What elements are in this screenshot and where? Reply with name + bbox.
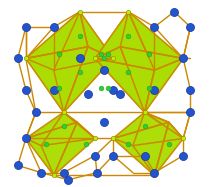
Polygon shape xyxy=(113,112,169,138)
Polygon shape xyxy=(144,59,183,112)
Polygon shape xyxy=(144,112,183,138)
Polygon shape xyxy=(113,138,154,175)
Polygon shape xyxy=(113,122,169,175)
Polygon shape xyxy=(41,138,95,175)
Polygon shape xyxy=(64,112,95,138)
Polygon shape xyxy=(26,47,88,112)
Polygon shape xyxy=(64,47,113,112)
Polygon shape xyxy=(26,12,88,59)
Polygon shape xyxy=(26,112,64,146)
Polygon shape xyxy=(26,59,64,112)
Polygon shape xyxy=(95,12,128,59)
Polygon shape xyxy=(41,112,95,146)
Polygon shape xyxy=(54,122,95,175)
Polygon shape xyxy=(133,138,183,175)
Polygon shape xyxy=(133,112,183,146)
Polygon shape xyxy=(80,12,113,59)
Polygon shape xyxy=(26,122,77,175)
Polygon shape xyxy=(54,59,113,112)
Polygon shape xyxy=(95,12,154,70)
Polygon shape xyxy=(95,47,144,112)
Polygon shape xyxy=(113,112,144,146)
Polygon shape xyxy=(54,12,113,70)
Polygon shape xyxy=(95,59,154,112)
Polygon shape xyxy=(26,112,77,138)
Polygon shape xyxy=(26,138,54,175)
Polygon shape xyxy=(128,12,183,70)
Polygon shape xyxy=(154,122,183,175)
Polygon shape xyxy=(120,47,183,112)
Polygon shape xyxy=(120,12,183,59)
Polygon shape xyxy=(26,12,80,70)
